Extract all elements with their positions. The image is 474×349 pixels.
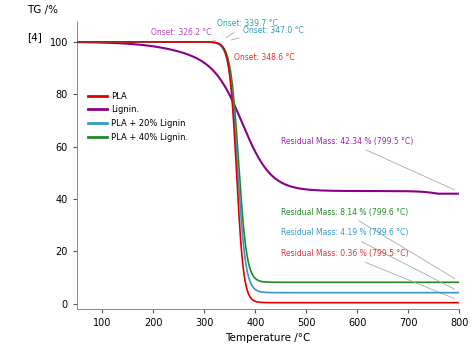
Text: Onset: 326.2 °C: Onset: 326.2 °C — [151, 28, 216, 40]
Text: Residual Mass: 42.34 % (799.5 °C): Residual Mass: 42.34 % (799.5 °C) — [281, 137, 455, 190]
Text: Onset: 347.0 °C: Onset: 347.0 °C — [231, 25, 303, 40]
Text: Residual Mass: 4.19 % (799.6 °C): Residual Mass: 4.19 % (799.6 °C) — [281, 229, 455, 289]
Text: Onset: 339.7 °C: Onset: 339.7 °C — [217, 19, 278, 38]
Text: Residual Mass: 0.36 % (799.5 °C): Residual Mass: 0.36 % (799.5 °C) — [281, 250, 455, 299]
Text: [4]: [4] — [27, 32, 42, 43]
Text: Residual Mass: 8.14 % (799.6 °C): Residual Mass: 8.14 % (799.6 °C) — [281, 208, 455, 279]
X-axis label: Temperature /°C: Temperature /°C — [226, 333, 311, 343]
Legend: PLA, Lignin., PLA + 20% Lignin, PLA + 40% Lignin.: PLA, Lignin., PLA + 20% Lignin, PLA + 40… — [85, 88, 191, 145]
Text: TG /%: TG /% — [27, 5, 58, 15]
Text: Onset: 348.6 °C: Onset: 348.6 °C — [234, 53, 295, 62]
